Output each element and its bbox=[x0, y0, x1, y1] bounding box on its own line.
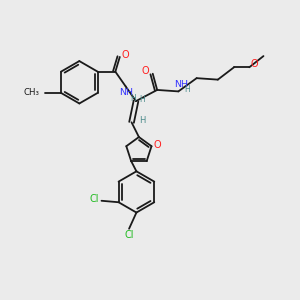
Text: H: H bbox=[139, 116, 145, 125]
Text: H: H bbox=[184, 85, 190, 94]
Text: O: O bbox=[251, 59, 258, 69]
Text: CH₃: CH₃ bbox=[23, 88, 40, 98]
Text: O: O bbox=[154, 140, 161, 150]
Text: NH: NH bbox=[174, 80, 188, 89]
Text: Cl: Cl bbox=[124, 230, 134, 240]
Text: Cl: Cl bbox=[89, 194, 99, 204]
Text: H: H bbox=[130, 94, 136, 103]
Text: O: O bbox=[122, 50, 130, 61]
Text: O: O bbox=[142, 66, 149, 76]
Text: H: H bbox=[140, 95, 145, 104]
Text: NH: NH bbox=[119, 88, 134, 98]
